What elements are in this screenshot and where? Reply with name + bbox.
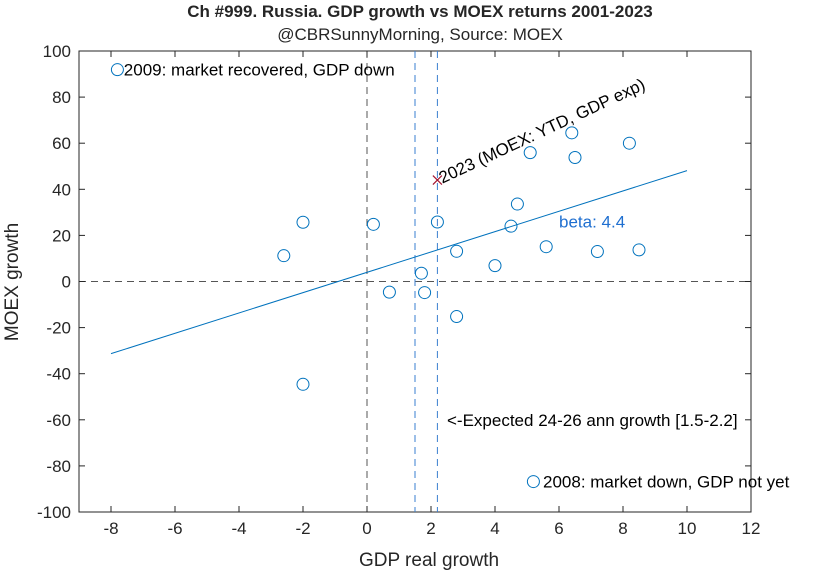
data-point: [565, 126, 579, 140]
x-tick-label: 10: [678, 519, 697, 538]
y-tick-label: -80: [46, 457, 71, 476]
x-tick-label: 12: [742, 519, 761, 538]
data-point: [526, 475, 540, 489]
data-point: [622, 136, 636, 150]
annotation-label: 2023 (MOEX: YTD, GDP exp): [436, 75, 648, 187]
y-tick-label: -60: [46, 411, 71, 430]
data-point: [488, 259, 502, 273]
data-point: [430, 215, 444, 229]
y-tick-label: 0: [62, 273, 71, 292]
data-point: [382, 285, 396, 299]
x-tick-label: 4: [490, 519, 499, 538]
x-tick-label: -8: [103, 519, 118, 538]
y-tick-label: 100: [43, 42, 71, 61]
data-point: [110, 63, 124, 77]
data-point: [414, 266, 428, 280]
data-point: [590, 245, 604, 259]
data-point: [418, 286, 432, 300]
y-axis-label: MOEX growth: [2, 223, 23, 341]
x-axis-label: GDP real growth: [359, 550, 499, 571]
data-point: [632, 243, 646, 257]
y-tick-label: 20: [52, 226, 71, 245]
data-point: [277, 249, 291, 263]
chart-title: Ch #999. Russia. GDP growth vs MOEX retu…: [187, 2, 652, 21]
y-tick-label: 60: [52, 134, 71, 153]
x-tick-label: 2: [426, 519, 435, 538]
chart-subtitle: @CBRSunnyMorning, Source: MOEX: [277, 25, 563, 44]
y-tick-label: -20: [46, 319, 71, 338]
annotation-label: beta: 4.4: [559, 213, 625, 232]
data-point: [568, 150, 582, 164]
y-tick-label: -40: [46, 365, 71, 384]
data-point: [450, 244, 464, 258]
x-tick-label: -6: [167, 519, 182, 538]
data-point: [504, 219, 518, 233]
annotation-label: 2009: market recovered, GDP down: [124, 61, 395, 80]
y-tick-label: 80: [52, 88, 71, 107]
data-point: [523, 146, 537, 160]
annotation-label: <-Expected 24-26 ann growth [1.5-2.2]: [447, 411, 738, 430]
annotation-label: 2008: market down, GDP not yet: [543, 473, 790, 492]
data-point: [366, 217, 380, 231]
data-point: [450, 310, 464, 324]
x-tick-label: -2: [295, 519, 310, 538]
data-point: [539, 240, 553, 254]
x-tick-label: -4: [231, 519, 246, 538]
data-point-2023-marker: [432, 175, 443, 186]
data-point: [296, 215, 310, 229]
plot-area: -8 -6 -4 -2 0 2 4 6 8 10 12-100-80-60-40-200204060…: [37, 42, 790, 538]
data-point: [296, 377, 310, 391]
x-tick-label: 0: [362, 519, 371, 538]
x-tick-label: 8: [618, 519, 627, 538]
y-tick-label: -100: [37, 503, 71, 522]
x-tick-label: 6: [554, 519, 563, 538]
y-tick-label: 40: [52, 180, 71, 199]
regression-line: [110, 170, 688, 355]
x-marker-stroke: [432, 175, 443, 186]
data-point: [510, 197, 524, 211]
